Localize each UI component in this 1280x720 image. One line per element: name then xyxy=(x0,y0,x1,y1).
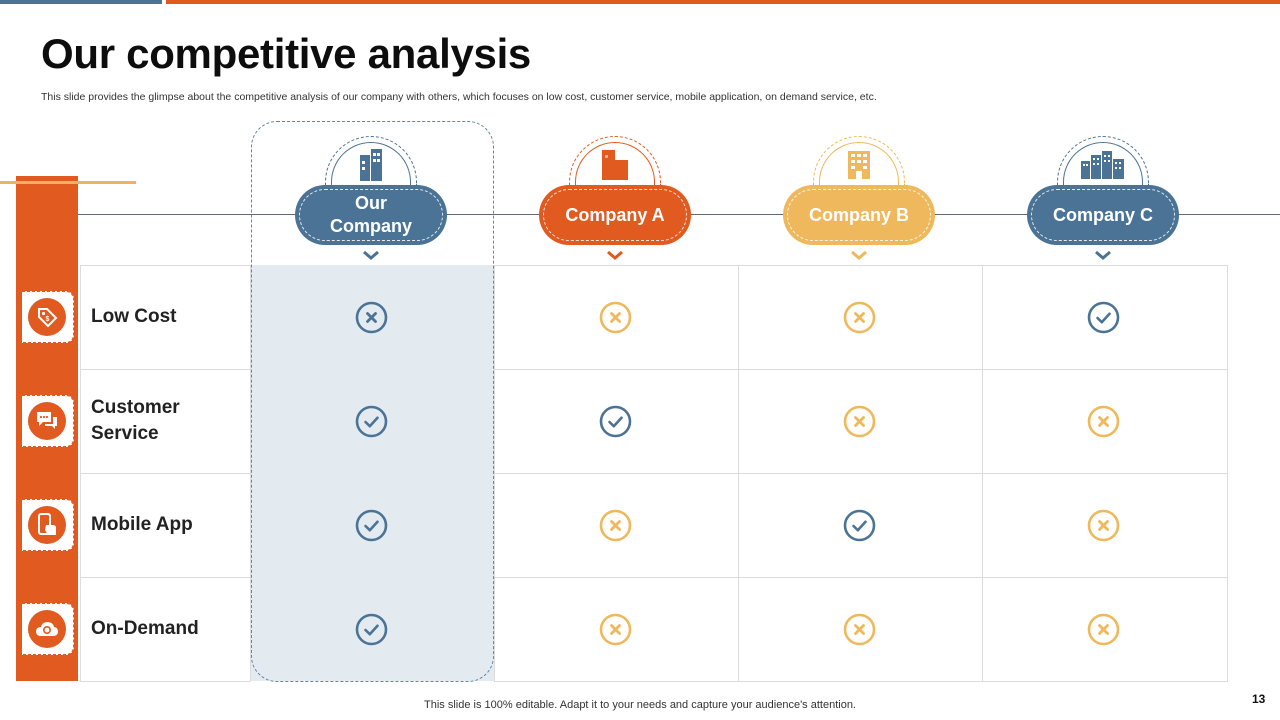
chat-bubbles-icon xyxy=(28,402,66,440)
chevron-down-icon xyxy=(363,251,379,260)
factory-building-icon xyxy=(591,148,639,182)
cross-circle-icon xyxy=(843,405,876,438)
cross-circle-icon xyxy=(843,613,876,646)
chevron-down-icon xyxy=(607,251,623,260)
company-name: Company A xyxy=(565,204,665,225)
chevron-down-icon xyxy=(1095,251,1111,260)
cross-circle-icon xyxy=(1087,405,1120,438)
feature-icon-badge xyxy=(22,499,74,551)
comparison-grid xyxy=(80,265,1228,682)
single-building-icon xyxy=(835,148,883,182)
cloud-sync-icon xyxy=(28,610,66,648)
top-accent-bar-orange xyxy=(166,0,1280,4)
city-buildings-icon xyxy=(1079,148,1127,182)
check-circle-icon xyxy=(843,509,876,542)
grid-cell xyxy=(982,577,1228,682)
top-accent-bar-blue xyxy=(0,0,162,4)
company-name: Our Company xyxy=(329,193,412,236)
company-header-pill: Our Company xyxy=(295,185,447,245)
side-accent-line xyxy=(0,181,136,184)
cross-circle-icon xyxy=(599,509,632,542)
check-circle-icon xyxy=(355,405,388,438)
svg-text:$: $ xyxy=(46,316,50,323)
company-header-pill: Company C xyxy=(1027,185,1179,245)
feature-label: On-Demand xyxy=(91,618,199,639)
mobile-touch-icon xyxy=(28,506,66,544)
check-circle-icon xyxy=(599,405,632,438)
page-number: 13 xyxy=(1252,692,1266,706)
slide-title: Our competitive analysis xyxy=(41,30,531,77)
company-header-pill: Company A xyxy=(539,185,691,245)
feature-label: Customer Service xyxy=(91,397,180,444)
chevron-down-icon xyxy=(851,251,867,260)
slide-subtitle: This slide provides the glimpse about th… xyxy=(41,91,877,103)
cross-circle-icon xyxy=(355,301,388,334)
cross-circle-icon xyxy=(1087,509,1120,542)
our-company-column-highlight xyxy=(251,121,494,682)
feature-icon-badge xyxy=(22,603,74,655)
our-company-column-fill xyxy=(251,265,494,681)
feature-label: Low Cost xyxy=(91,306,177,327)
feature-label: Mobile App xyxy=(91,514,193,535)
feature-icon-badge: $ xyxy=(22,291,74,343)
check-circle-icon xyxy=(1087,301,1120,334)
footer-note: This slide is 100% editable. Adapt it to… xyxy=(424,699,856,711)
cross-circle-icon xyxy=(599,613,632,646)
company-header-pill: Company B xyxy=(783,185,935,245)
office-building-icon xyxy=(347,148,395,182)
company-name: Company C xyxy=(1052,204,1153,225)
check-circle-icon xyxy=(355,509,388,542)
grid-cell xyxy=(80,577,251,682)
company-name: Company B xyxy=(808,204,909,225)
price-tag-icon: $ xyxy=(28,298,66,336)
cross-circle-icon xyxy=(843,301,876,334)
feature-icon-badge xyxy=(22,395,74,447)
cross-circle-icon xyxy=(1087,613,1120,646)
cross-circle-icon xyxy=(599,301,632,334)
check-circle-icon xyxy=(355,613,388,646)
